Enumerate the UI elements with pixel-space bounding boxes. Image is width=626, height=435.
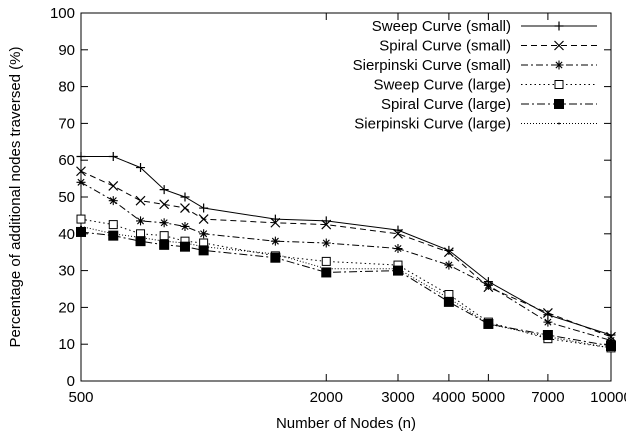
data-point — [199, 204, 208, 213]
data-point — [136, 216, 145, 225]
data-point — [484, 281, 493, 290]
data-point — [487, 323, 489, 325]
data-point — [322, 239, 331, 248]
y-tick-label: 100 — [50, 5, 75, 22]
legend-key-marker — [555, 61, 564, 70]
x-tick-label: 10000 — [590, 389, 626, 406]
data-point — [547, 336, 549, 338]
data-point — [271, 237, 280, 246]
legend-key-marker — [555, 81, 563, 89]
data-point — [180, 193, 189, 202]
y-axis-label: Percentage of additional nodes traversed… — [7, 46, 24, 347]
series-layer — [77, 152, 616, 352]
data-point — [109, 231, 118, 240]
legend-key-marker — [558, 123, 560, 125]
data-point — [607, 342, 616, 351]
data-point — [610, 347, 612, 349]
data-point — [325, 268, 327, 270]
x-tick-label: 4000 — [432, 389, 465, 406]
data-point — [322, 257, 330, 265]
legend-key-marker — [555, 22, 564, 31]
y-tick-label: 60 — [58, 152, 75, 169]
data-point — [140, 236, 142, 238]
legend-key-marker — [555, 100, 564, 109]
data-point — [77, 152, 86, 161]
series-0 — [77, 152, 616, 339]
legend-label: Spiral Curve (large) — [381, 96, 511, 113]
data-point — [109, 152, 118, 161]
y-tick-label: 50 — [58, 189, 75, 206]
series-1 — [77, 167, 616, 342]
y-tick-label: 80 — [58, 79, 75, 96]
data-point — [109, 196, 118, 205]
data-point — [199, 215, 208, 224]
data-point — [77, 215, 85, 223]
data-point — [444, 261, 453, 270]
data-point — [543, 331, 552, 340]
legend-label: Sweep Curve (large) — [373, 77, 511, 94]
data-point — [160, 232, 168, 240]
data-point — [80, 225, 82, 227]
y-tick-label: 40 — [58, 226, 75, 243]
x-axis-label: Number of Nodes (n) — [276, 415, 416, 432]
x-tick-label: 2000 — [310, 389, 343, 406]
data-point — [393, 244, 402, 253]
data-point — [160, 218, 169, 227]
data-point — [109, 221, 117, 229]
data-point — [136, 196, 145, 205]
y-tick-label: 0 — [67, 373, 75, 390]
series-4 — [77, 227, 616, 350]
data-point — [203, 246, 205, 248]
legend-label: Sweep Curve (small) — [372, 18, 511, 35]
series-line-1 — [81, 171, 611, 337]
x-tick-label: 3000 — [381, 389, 414, 406]
data-point — [448, 297, 450, 299]
data-point — [543, 318, 552, 327]
legend-label: Sierpinski Curve (large) — [354, 116, 511, 133]
data-point — [199, 229, 208, 238]
data-point — [77, 227, 86, 236]
plot-frame — [81, 13, 611, 381]
y-tick-label: 90 — [58, 42, 75, 59]
legend: Sweep Curve (small) Spiral Curve (small) S… — [353, 18, 597, 133]
y-tick-label: 30 — [58, 263, 75, 280]
data-point — [274, 253, 276, 255]
legend-label: Sierpinski Curve (small) — [353, 57, 511, 74]
x-tick-label: 5000 — [472, 389, 505, 406]
data-point — [180, 222, 189, 231]
data-point — [184, 242, 186, 244]
data-point — [77, 178, 86, 187]
y-tick-label: 70 — [58, 115, 75, 132]
data-point — [109, 181, 118, 190]
data-point — [180, 204, 189, 213]
y-tick-label: 20 — [58, 299, 75, 316]
data-point — [160, 200, 169, 209]
x-tick-label: 500 — [68, 389, 93, 406]
data-point — [163, 240, 165, 242]
series-line-2 — [81, 182, 611, 340]
y-tick-label: 10 — [58, 336, 75, 353]
data-point — [112, 233, 114, 235]
legend-label: Spiral Curve (small) — [379, 38, 511, 55]
data-point — [397, 268, 399, 270]
series-3 — [77, 215, 615, 352]
x-tick-label: 7000 — [531, 389, 564, 406]
